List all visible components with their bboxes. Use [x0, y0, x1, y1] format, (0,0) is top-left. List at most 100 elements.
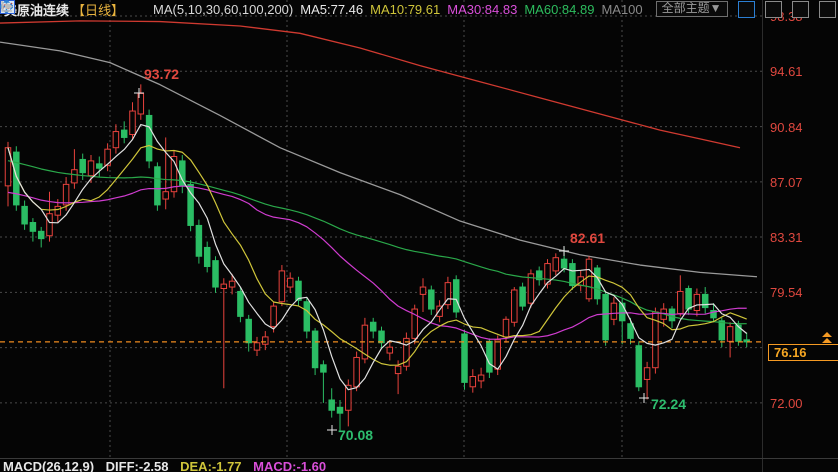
candle-up [436, 305, 443, 317]
candle-down [237, 290, 244, 317]
candle-up [87, 160, 95, 177]
y-axis-tick: 87.07 [770, 174, 803, 190]
candle-up [386, 346, 394, 354]
candle-up [220, 283, 228, 290]
ma60-line [7, 160, 747, 325]
candle-up [286, 277, 294, 288]
axis-separator [762, 0, 763, 472]
candle-down [701, 293, 709, 309]
macd-footer: MACD(26,12,9) DIFF:-2.58 DEA:-1.77 MACD:… [3, 459, 838, 472]
candle-up [129, 110, 136, 136]
y-axis-tick: 83.31 [770, 230, 803, 246]
theme-dropdown-button[interactable]: 全部主题▼ [655, 1, 728, 17]
ma30-value: MA30:84.83 [447, 1, 518, 17]
y-axis-tick: 79.54 [770, 285, 803, 301]
candle-up [71, 169, 78, 184]
candle-down [428, 289, 435, 310]
candle-up [469, 376, 477, 388]
current-price-box: 76.16 [768, 344, 838, 361]
swing-price-label: 72.24 [651, 396, 687, 412]
pane-splitter[interactable] [0, 458, 838, 459]
candle-down [452, 279, 460, 313]
candle-up [262, 336, 269, 345]
candle-down [120, 129, 128, 138]
candle-up [228, 280, 236, 288]
candle-up [162, 191, 169, 200]
candle-up [527, 273, 535, 304]
candle-down [685, 288, 692, 310]
ma100-value: MA100 [601, 1, 643, 17]
pan-move-icon[interactable] [0, 0, 755, 18]
y-axis-tick: 94.61 [770, 64, 803, 80]
candle-down [569, 263, 576, 287]
candle-up [693, 293, 701, 312]
instrument-title: 美原油连续 [4, 2, 70, 18]
candle-down [320, 364, 327, 373]
macd-dea-value: DEA:-1.77 [180, 459, 242, 472]
pan-right-icon[interactable] [2, 0, 836, 18]
candle-down [486, 340, 493, 373]
candle-up [511, 289, 518, 323]
y-axis-scale-icon[interactable] [1, 0, 782, 18]
candle-up [477, 374, 485, 382]
candle-down [378, 330, 385, 344]
candle-up [494, 339, 501, 370]
chart-header: 美原油连续 【日线】 MA(5,10,30,60,100,200) MA5:77… [0, 0, 838, 18]
candle-down [328, 399, 335, 411]
candle-up [54, 205, 62, 216]
candle-down [37, 230, 45, 240]
candle-down [145, 114, 153, 162]
candle-up [394, 365, 402, 375]
candle-up [170, 156, 178, 193]
candle-down [311, 330, 319, 369]
candle-down [602, 293, 609, 341]
macd-diff-value: DIFF:-2.58 [105, 459, 169, 472]
candle-down [635, 345, 643, 388]
candle-up [552, 257, 560, 272]
candle-down [535, 270, 543, 281]
swing-price-label: 82.61 [570, 230, 606, 246]
macd-macd-value: MACD:-1.60 [253, 459, 327, 472]
candle-down [519, 286, 526, 307]
candle-up [411, 308, 418, 339]
candle-down [718, 320, 726, 341]
candle-up [544, 263, 551, 285]
candle-down [245, 318, 252, 344]
candle-up [353, 356, 360, 388]
y-axis-tick: 90.84 [770, 119, 803, 135]
candle-down [96, 163, 103, 169]
candle-up [62, 183, 70, 206]
candle-down [710, 310, 717, 319]
candle-down [154, 166, 161, 206]
candle-down [336, 406, 344, 414]
ma5-value: MA5:77.46 [300, 1, 364, 17]
candle-down [203, 246, 211, 268]
candle-up [643, 367, 651, 380]
candle-up [278, 270, 286, 303]
candle-down [303, 301, 311, 332]
candle-up [253, 342, 261, 351]
candle-up [270, 305, 277, 328]
candle-up [444, 282, 452, 306]
candle-up [46, 213, 53, 237]
candle-down [13, 151, 20, 206]
mini-chart-icon[interactable] [0, 0, 146, 16]
candle-down [187, 183, 194, 226]
candle-down [627, 323, 634, 339]
swing-price-label: 70.08 [338, 427, 374, 443]
candle-down [594, 267, 601, 300]
auto-play-icon[interactable] [1, 0, 809, 18]
candle-down [560, 258, 568, 269]
candle-up [610, 302, 618, 320]
candle-up [585, 258, 593, 300]
candle-up [677, 290, 684, 314]
candle-up [104, 148, 111, 166]
candle-down [461, 333, 468, 383]
price-alert-marker-icon [822, 332, 832, 344]
timeframe-label[interactable]: 【日线】 [72, 2, 125, 18]
candle-down [21, 205, 28, 225]
ma60-value: MA60:84.89 [524, 1, 595, 17]
candle-down [79, 158, 86, 174]
